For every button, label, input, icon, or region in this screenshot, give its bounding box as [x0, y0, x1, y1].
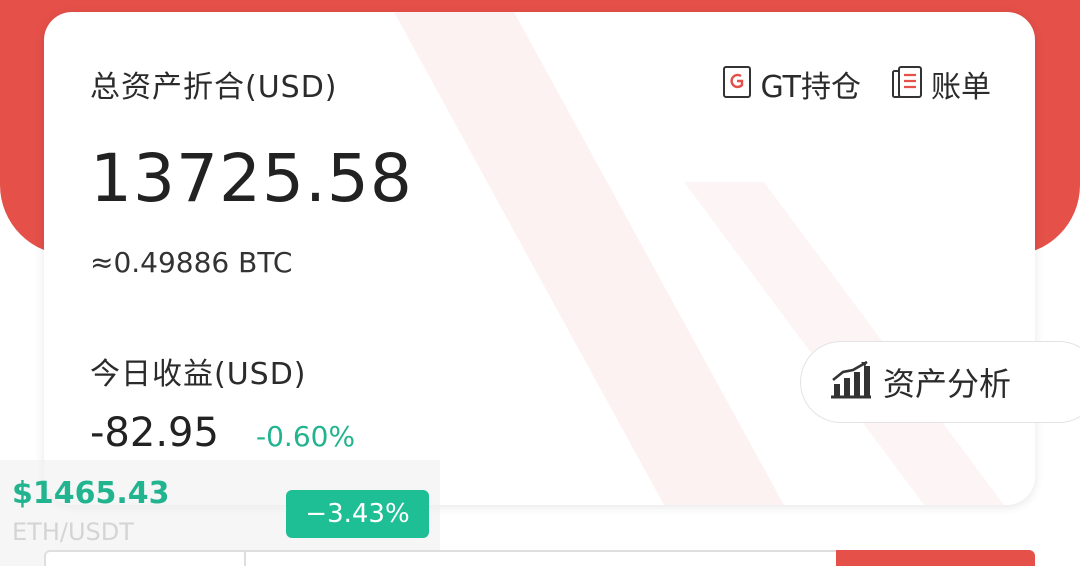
- toolbar-segment-left[interactable]: [44, 550, 246, 566]
- bottom-toolbar-edge: [44, 550, 1035, 566]
- gt-holdings-label: GT持仓: [760, 70, 861, 105]
- today-profit-label: 今日收益(USD): [90, 357, 307, 392]
- asset-analysis-label: 资产分析: [883, 365, 1012, 403]
- bill-icon: [891, 65, 923, 103]
- asset-summary-card: 总资产折合(USD) GT持仓: [44, 12, 1035, 505]
- ticker-pair: ETH/USDT: [12, 518, 134, 546]
- chart-icon: [829, 360, 873, 404]
- bill-button[interactable]: 账单: [891, 62, 991, 106]
- toolbar-segment-right[interactable]: [836, 550, 1035, 566]
- toolbar-segment-middle[interactable]: [246, 550, 836, 566]
- card-actions: GT持仓 账单: [722, 62, 991, 106]
- today-profit-value: -82.95: [90, 410, 219, 456]
- gt-holdings-icon: [722, 65, 752, 103]
- btc-equivalent: ≈0.49886 BTC: [90, 246, 293, 279]
- ticker-change-badge: −3.43%: [286, 490, 429, 538]
- bill-label: 账单: [931, 70, 991, 105]
- total-assets-value: 13725.58: [90, 140, 413, 217]
- ticker-price: $1465.43: [12, 476, 170, 511]
- today-profit-percent: -0.60%: [256, 420, 356, 453]
- total-assets-label: 总资产折合(USD): [90, 70, 338, 105]
- gt-holdings-button[interactable]: GT持仓: [722, 62, 861, 106]
- floating-ticker[interactable]: $1465.43 ETH/USDT −3.43%: [0, 460, 440, 566]
- asset-analysis-button[interactable]: 资产分析: [800, 341, 1080, 423]
